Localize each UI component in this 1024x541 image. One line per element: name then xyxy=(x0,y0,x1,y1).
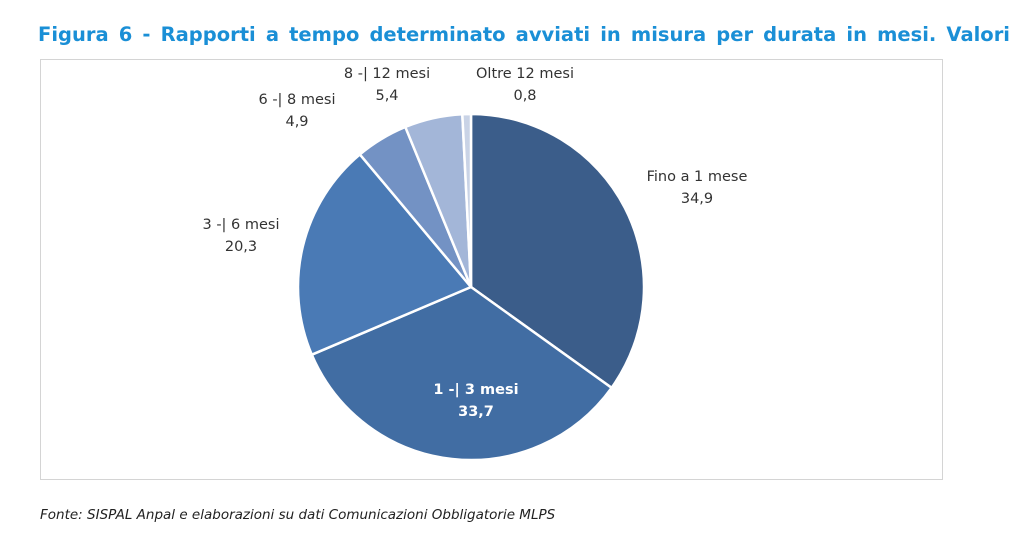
slice-category-label: 3 -| 6 mesi xyxy=(202,217,279,233)
slice-category-label: 1 -| 3 mesi xyxy=(433,382,518,398)
slice-label-2: 1 -| 3 mesi 33,7 xyxy=(433,382,518,420)
pie-slice-2 xyxy=(310,285,613,462)
slice-value-label: 0,8 xyxy=(513,88,536,104)
slice-value-label: 20,3 xyxy=(225,239,257,255)
slice-label-3: 3 -| 6 mesi 20,3 xyxy=(202,217,279,255)
slice-label-4: 6 -| 8 mesi 4,9 xyxy=(258,92,335,130)
slice-category-label: 8 -| 12 mesi xyxy=(344,66,430,82)
pie-slice-3 xyxy=(296,153,473,356)
slice-category-label: 6 -| 8 mesi xyxy=(258,92,335,108)
pie-slices xyxy=(296,112,646,462)
slice-category-label: Oltre 12 mesi xyxy=(476,66,574,82)
slice-label-6: Oltre 12 mesi 0,8 xyxy=(476,66,574,104)
slice-value-label: 33,7 xyxy=(458,404,494,420)
pie-labels: Fino a 1 mese 34,9 1 -| 3 mesi 33,7 3 -| 6 m… xyxy=(202,66,747,420)
slice-category-label: Fino a 1 mese xyxy=(647,169,748,185)
slice-label-1: Fino a 1 mese 34,9 xyxy=(647,169,748,207)
slice-value-label: 4,9 xyxy=(285,114,308,130)
pie-slice-1 xyxy=(469,112,646,390)
source-note: Fonte: SISPAL Anpal e elaborazioni su da… xyxy=(40,507,556,523)
pie-slice-6 xyxy=(461,112,473,289)
slice-value-label: 34,9 xyxy=(681,191,713,207)
slice-label-5: 8 -| 12 mesi 5,4 xyxy=(344,66,430,104)
figure-title: Figura 6 - Rapporti a tempo determinato … xyxy=(38,23,1010,58)
slice-value-label: 5,4 xyxy=(375,88,398,104)
